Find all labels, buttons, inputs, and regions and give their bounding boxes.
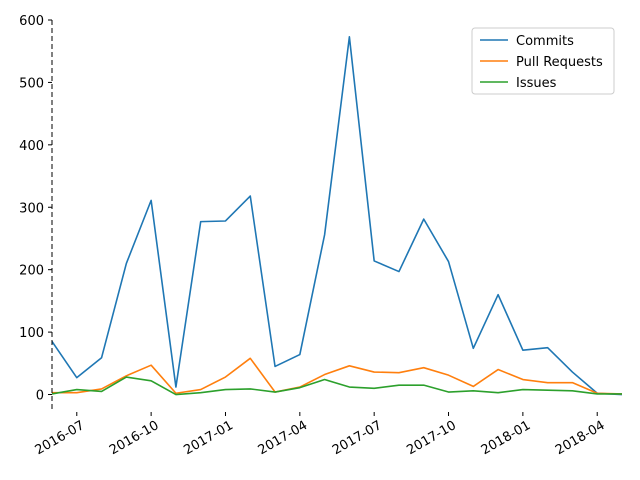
y-tick-label: 400	[19, 139, 44, 154]
y-tick-label: 100	[19, 326, 44, 341]
x-tick-label: 2017-10	[404, 418, 459, 458]
plot-lines	[51, 36, 623, 396]
x-tick-label: 2016-10	[107, 418, 162, 458]
x-tick-label: 2016-07	[33, 418, 88, 458]
legend: Commits Pull Requests Issues	[471, 27, 615, 95]
x-axis-ticks: 2016-07 2016-10 2017-01 2017-04 2017-07 2017-…	[33, 412, 608, 458]
x-tick-label: 2018-04	[553, 418, 608, 458]
x-tick-label: 2017-04	[256, 418, 311, 458]
series-line-issues	[51, 376, 622, 396]
legend-label-issues: Issues	[516, 76, 557, 91]
legend-label-pull-requests: Pull Requests	[516, 55, 603, 70]
legend-box	[471, 27, 615, 95]
legend-label-commits: Commits	[516, 34, 574, 49]
y-tick-label: 0	[36, 389, 44, 404]
y-tick-label: 300	[19, 201, 44, 216]
y-tick-label: 200	[19, 264, 44, 279]
x-tick-label: 2017-01	[181, 418, 236, 458]
y-axis-ticks: 0 100 200 300 400 500 600	[19, 14, 52, 404]
y-tick-label: 600	[19, 14, 44, 29]
x-tick-label: 2017-07	[330, 418, 385, 458]
series-line-commits	[51, 36, 623, 396]
series-line-pull-requests	[52, 357, 623, 395]
y-tick-label: 500	[19, 76, 44, 91]
x-tick-label: 2018-01	[479, 418, 534, 458]
